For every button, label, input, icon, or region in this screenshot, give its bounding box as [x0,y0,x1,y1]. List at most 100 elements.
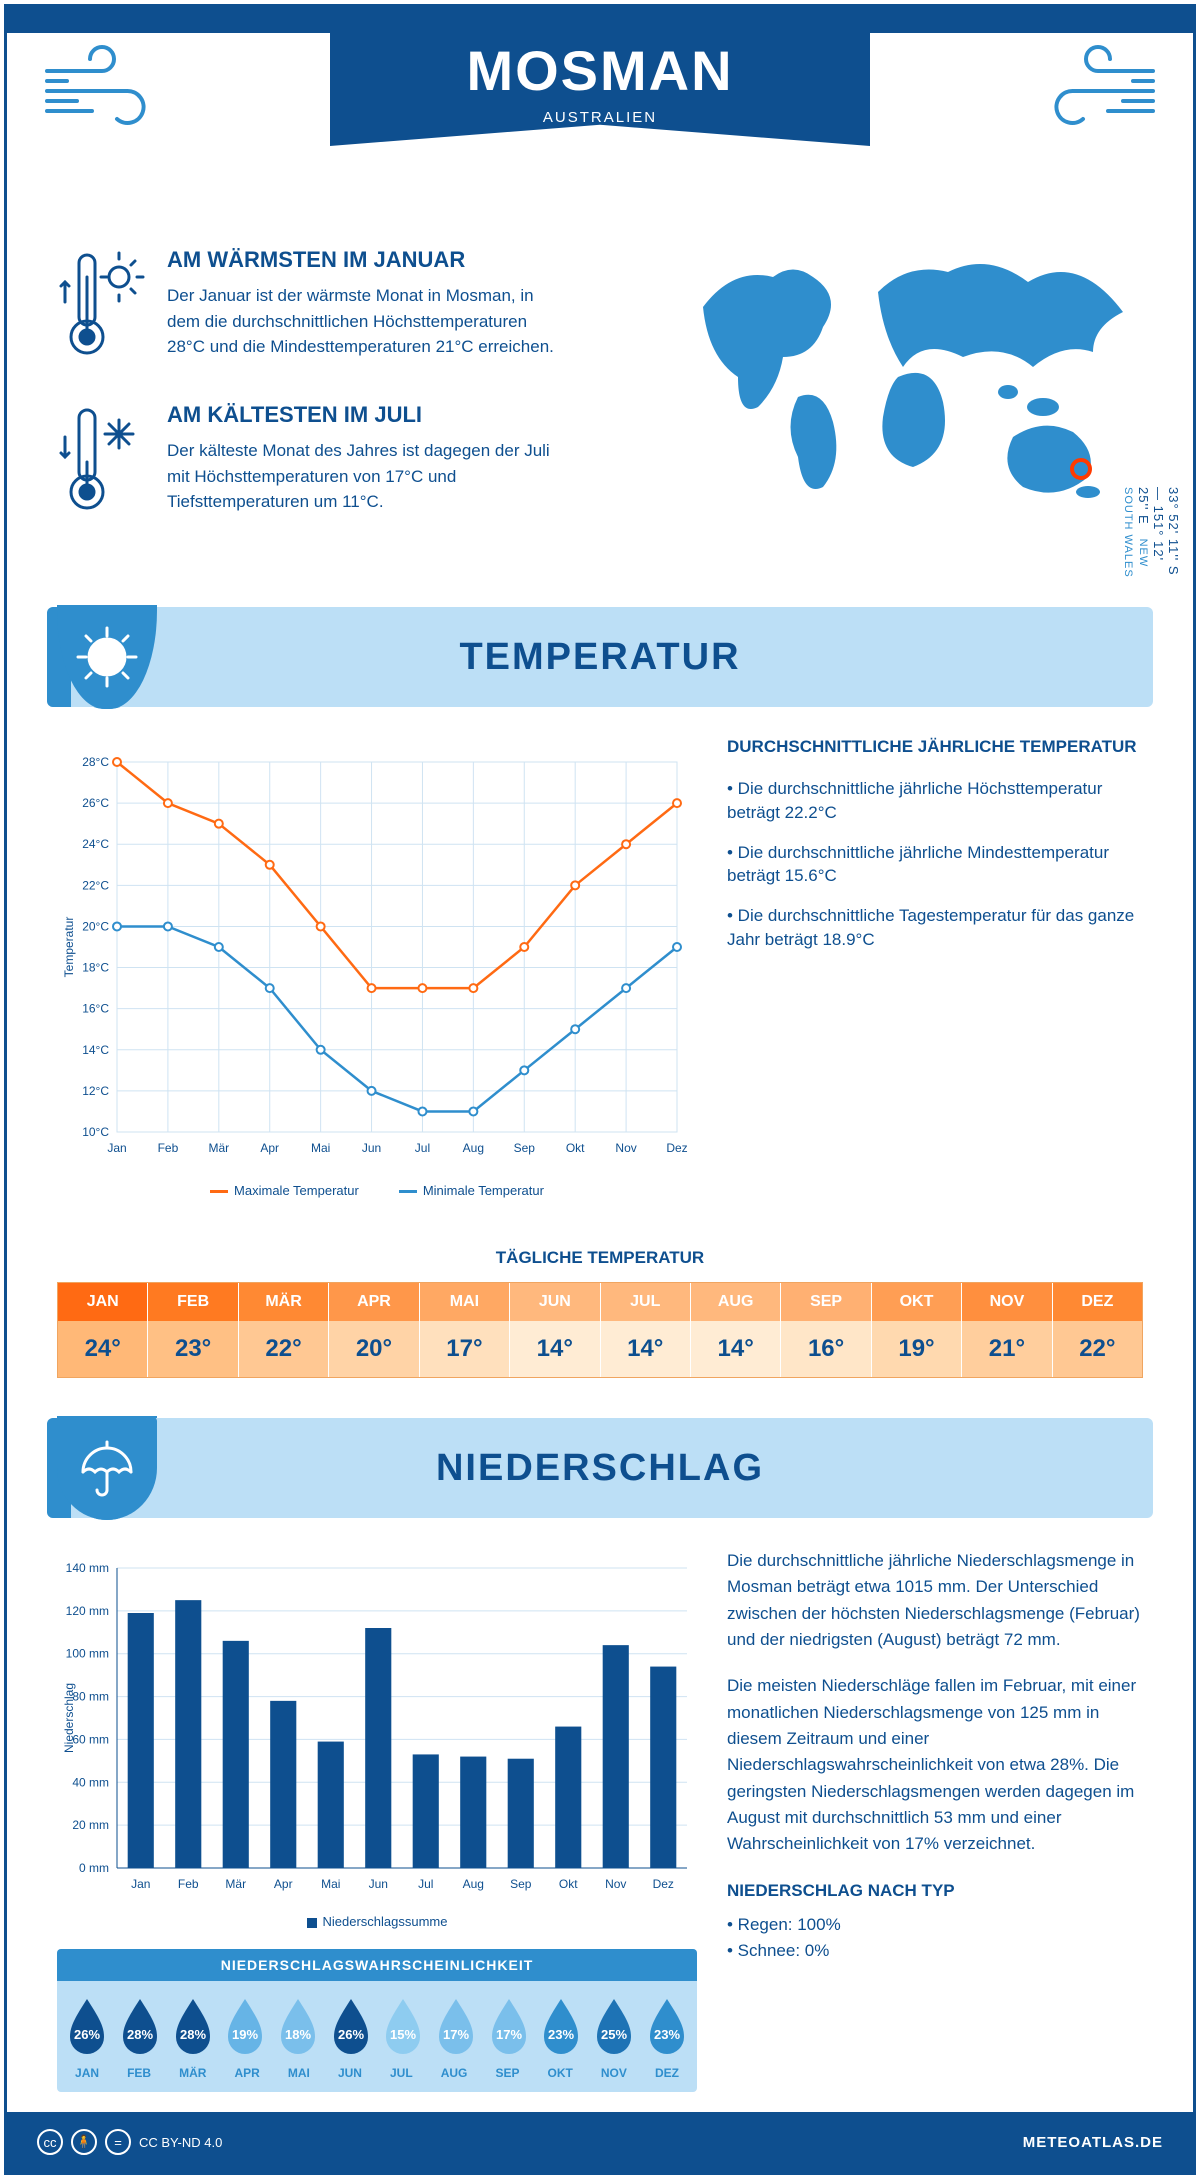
probability-drop: 25% [591,1995,637,2060]
svg-text:140 mm: 140 mm [66,1561,109,1575]
page-title: MOSMAN [330,38,870,103]
svg-text:Jan: Jan [107,1141,126,1155]
daily-col: JUL14° [600,1283,690,1377]
svg-text:Apr: Apr [274,1877,293,1891]
daily-temp-table: JAN24°FEB23°MÄR22°APR20°MAI17°JUN14°JUL1… [57,1282,1143,1378]
svg-text:Nov: Nov [605,1877,626,1891]
svg-text:17%: 17% [496,2027,522,2042]
daily-col: OKT19° [871,1283,961,1377]
svg-text:18%: 18% [285,2027,311,2042]
svg-text:120 mm: 120 mm [66,1604,109,1618]
prob-title: NIEDERSCHLAGSWAHRSCHEINLICHKEIT [57,1949,697,1981]
probability-drop: 19% [222,1995,268,2060]
svg-text:0 mm: 0 mm [79,1861,109,1875]
svg-text:Mai: Mai [321,1877,340,1891]
precip-snow: • Schnee: 0% [727,1938,1143,1964]
daily-col: NOV21° [961,1283,1051,1377]
coldest-title: AM KÄLTESTEN IM JULI [167,402,567,428]
svg-text:Feb: Feb [178,1877,199,1891]
thermometer-snow-icon [57,402,147,527]
svg-text:Mai: Mai [311,1141,330,1155]
probability-drop: 17% [433,1995,479,2060]
section-temperatur: TEMPERATUR [47,607,1153,707]
cc-icon: cc [37,2129,63,2155]
probability-drop: 28% [117,1995,163,2060]
umbrella-icon [57,1416,157,1520]
svg-text:28%: 28% [127,2027,153,2042]
svg-text:19%: 19% [232,2027,258,2042]
temperature-legend: Maximale Temperatur Minimale Temperatur [57,1183,697,1198]
svg-text:Apr: Apr [260,1141,279,1155]
prob-month: OKT [548,2066,573,2080]
svg-text:Mär: Mär [208,1141,229,1155]
warmest-block: AM WÄRMSTEN IM JANUAR Der Januar ist der… [57,247,653,372]
svg-text:Sep: Sep [510,1877,532,1891]
probability-drop: 26% [328,1995,374,2060]
temperature-sidebar: DURCHSCHNITTLICHE JÄHRLICHE TEMPERATUR •… [727,737,1143,1198]
svg-text:Dez: Dez [666,1141,687,1155]
daily-col: MÄR22° [238,1283,328,1377]
precip-p1: Die durchschnittliche jährliche Niedersc… [727,1548,1143,1653]
legend-precip: Niederschlagssumme [323,1914,448,1929]
svg-text:Okt: Okt [566,1141,585,1155]
world-map [683,247,1143,557]
wind-decoration-right [1023,41,1163,146]
section-niederschlag-title: NIEDERSCHLAG [436,1447,764,1490]
header-region: MOSMAN AUSTRALIEN [7,7,1193,227]
legend-max: Maximale Temperatur [234,1183,359,1198]
svg-text:80 mm: 80 mm [72,1690,109,1704]
svg-text:Sep: Sep [514,1141,536,1155]
temp-bullet-3: • Die durchschnittliche Tagestemperatur … [727,904,1143,952]
svg-text:20 mm: 20 mm [72,1818,109,1832]
precip-rain: • Regen: 100% [727,1912,1143,1938]
prob-month: JAN [75,2066,99,2080]
prob-month: SEP [495,2066,519,2080]
probability-drop: 23% [538,1995,584,2060]
precipitation-legend: Niederschlagssumme [57,1914,697,1929]
legend-min: Minimale Temperatur [423,1183,544,1198]
svg-text:Jun: Jun [369,1877,388,1891]
daily-col: MAI17° [419,1283,509,1377]
probability-drop: 18% [275,1995,321,2060]
svg-text:Feb: Feb [158,1141,179,1155]
svg-text:Nov: Nov [615,1141,636,1155]
daily-col: SEP16° [780,1283,870,1377]
prob-month: APR [235,2066,260,2080]
svg-text:Niederschlag: Niederschlag [62,1683,76,1753]
thermometer-sun-icon [57,247,147,372]
daily-col: APR20° [328,1283,418,1377]
probability-drop: 26% [64,1995,110,2060]
prob-month: MAI [288,2066,310,2080]
page-subtitle: AUSTRALIEN [330,109,870,126]
svg-text:Jan: Jan [131,1877,150,1891]
svg-text:Aug: Aug [463,1877,484,1891]
warmest-text: Der Januar ist der wärmste Monat in Mosm… [167,283,567,360]
svg-text:28%: 28% [180,2027,206,2042]
footer: cc 🧍 = CC BY-ND 4.0 METEOATLAS.DE [7,2112,1193,2172]
svg-text:26°C: 26°C [82,796,109,810]
svg-text:100 mm: 100 mm [66,1647,109,1661]
precipitation-bar-chart: 0 mm20 mm40 mm60 mm80 mm100 mm120 mm140 … [57,1548,697,1908]
prob-month: NOV [601,2066,627,2080]
precipitation-probability-panel: NIEDERSCHLAGSWAHRSCHEINLICHKEIT 26% 28% 28… [57,1949,697,2092]
coordinates: 33° 52' 11'' S — 151° 12' 25'' E NEW SOU… [1121,487,1181,587]
svg-text:Jul: Jul [418,1877,433,1891]
svg-text:10°C: 10°C [82,1125,109,1139]
svg-text:Temperatur: Temperatur [62,917,76,978]
footer-brand: METEOATLAS.DE [1023,2134,1163,2151]
svg-text:23%: 23% [654,2027,680,2042]
svg-text:22°C: 22°C [82,878,109,892]
svg-text:16°C: 16°C [82,1002,109,1016]
temp-bullet-2: • Die durchschnittliche jährliche Mindes… [727,841,1143,889]
svg-text:Mär: Mär [225,1877,246,1891]
coldest-block: AM KÄLTESTEN IM JULI Der kälteste Monat … [57,402,653,527]
svg-text:23%: 23% [548,2027,574,2042]
svg-text:18°C: 18°C [82,961,109,975]
svg-text:Dez: Dez [653,1877,674,1891]
prob-month: DEZ [655,2066,679,2080]
wind-decoration-left [37,41,177,146]
probability-drop: 23% [644,1995,690,2060]
svg-text:60 mm: 60 mm [72,1732,109,1746]
warmest-title: AM WÄRMSTEN IM JANUAR [167,247,567,273]
svg-text:17%: 17% [443,2027,469,2042]
